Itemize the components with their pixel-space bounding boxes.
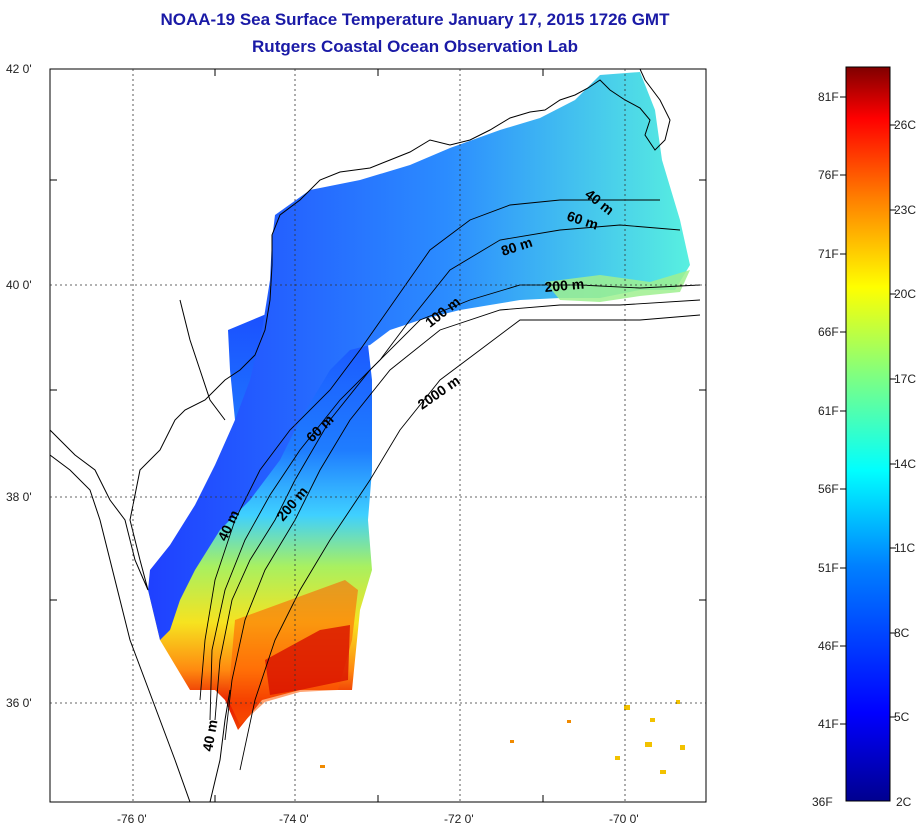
colorbar-f-label: 61F — [818, 404, 839, 418]
shelf-break-warm — [545, 270, 690, 302]
frame-ticks — [50, 69, 706, 802]
contour-label: 200 m — [544, 276, 585, 295]
lon-label: -76 0' — [117, 812, 147, 826]
colorbar-f-label: 51F — [818, 561, 839, 575]
colorbar-ticks — [840, 96, 896, 725]
colorbar-c-label: 23C — [894, 203, 917, 217]
colorbar-c-label: 17C — [894, 372, 917, 386]
colorbar-f-label: 71F — [818, 247, 839, 261]
colorbar-c-label: 11C — [894, 541, 916, 555]
colorbar-c-label: 2C — [896, 795, 912, 809]
lon-label: -74 0' — [279, 812, 309, 826]
contour-label: 40 m — [199, 718, 220, 752]
colorbar-f-label: 76F — [818, 168, 839, 182]
map-title: NOAA-19 Sea Surface Temperature January … — [160, 10, 670, 29]
lat-label: 42 0' — [6, 62, 32, 76]
colorbar-c-label: 8C — [894, 626, 910, 640]
colorbar-f-label: 41F — [818, 717, 839, 731]
colorbar-c-label: 14C — [894, 457, 917, 471]
coastline — [50, 69, 671, 591]
colorbar-c-label: 26C — [894, 118, 917, 132]
colorbar-f-label: 81F — [818, 90, 839, 104]
lon-label: -70 0' — [609, 812, 639, 826]
colorbar-f-label: 56F — [818, 482, 839, 496]
colorbar-c-label: 20C — [894, 287, 917, 301]
sst-swath-north — [148, 72, 690, 640]
warmest-core — [265, 625, 350, 695]
colorbar-f-label: 46F — [818, 639, 839, 653]
colorbar — [845, 66, 891, 802]
lat-label: 36 0' — [6, 696, 32, 710]
lat-label: 38 0' — [6, 490, 32, 504]
lon-label: -72 0' — [444, 812, 474, 826]
map-subtitle: Rutgers Coastal Ocean Observation Lab — [252, 37, 578, 56]
coastline-outer-banks — [209, 689, 231, 802]
offshore-pixels — [320, 700, 685, 774]
graticule — [50, 69, 706, 802]
colorbar-c-label: 5C — [894, 710, 910, 724]
colorbar-f-label: 36F — [812, 795, 833, 809]
coastline-bay — [179, 299, 226, 421]
coastline-south — [50, 454, 191, 802]
isobaths — [199, 199, 701, 771]
colorbar-f-label: 66F — [818, 325, 839, 339]
lat-label: 40 0' — [6, 278, 32, 292]
